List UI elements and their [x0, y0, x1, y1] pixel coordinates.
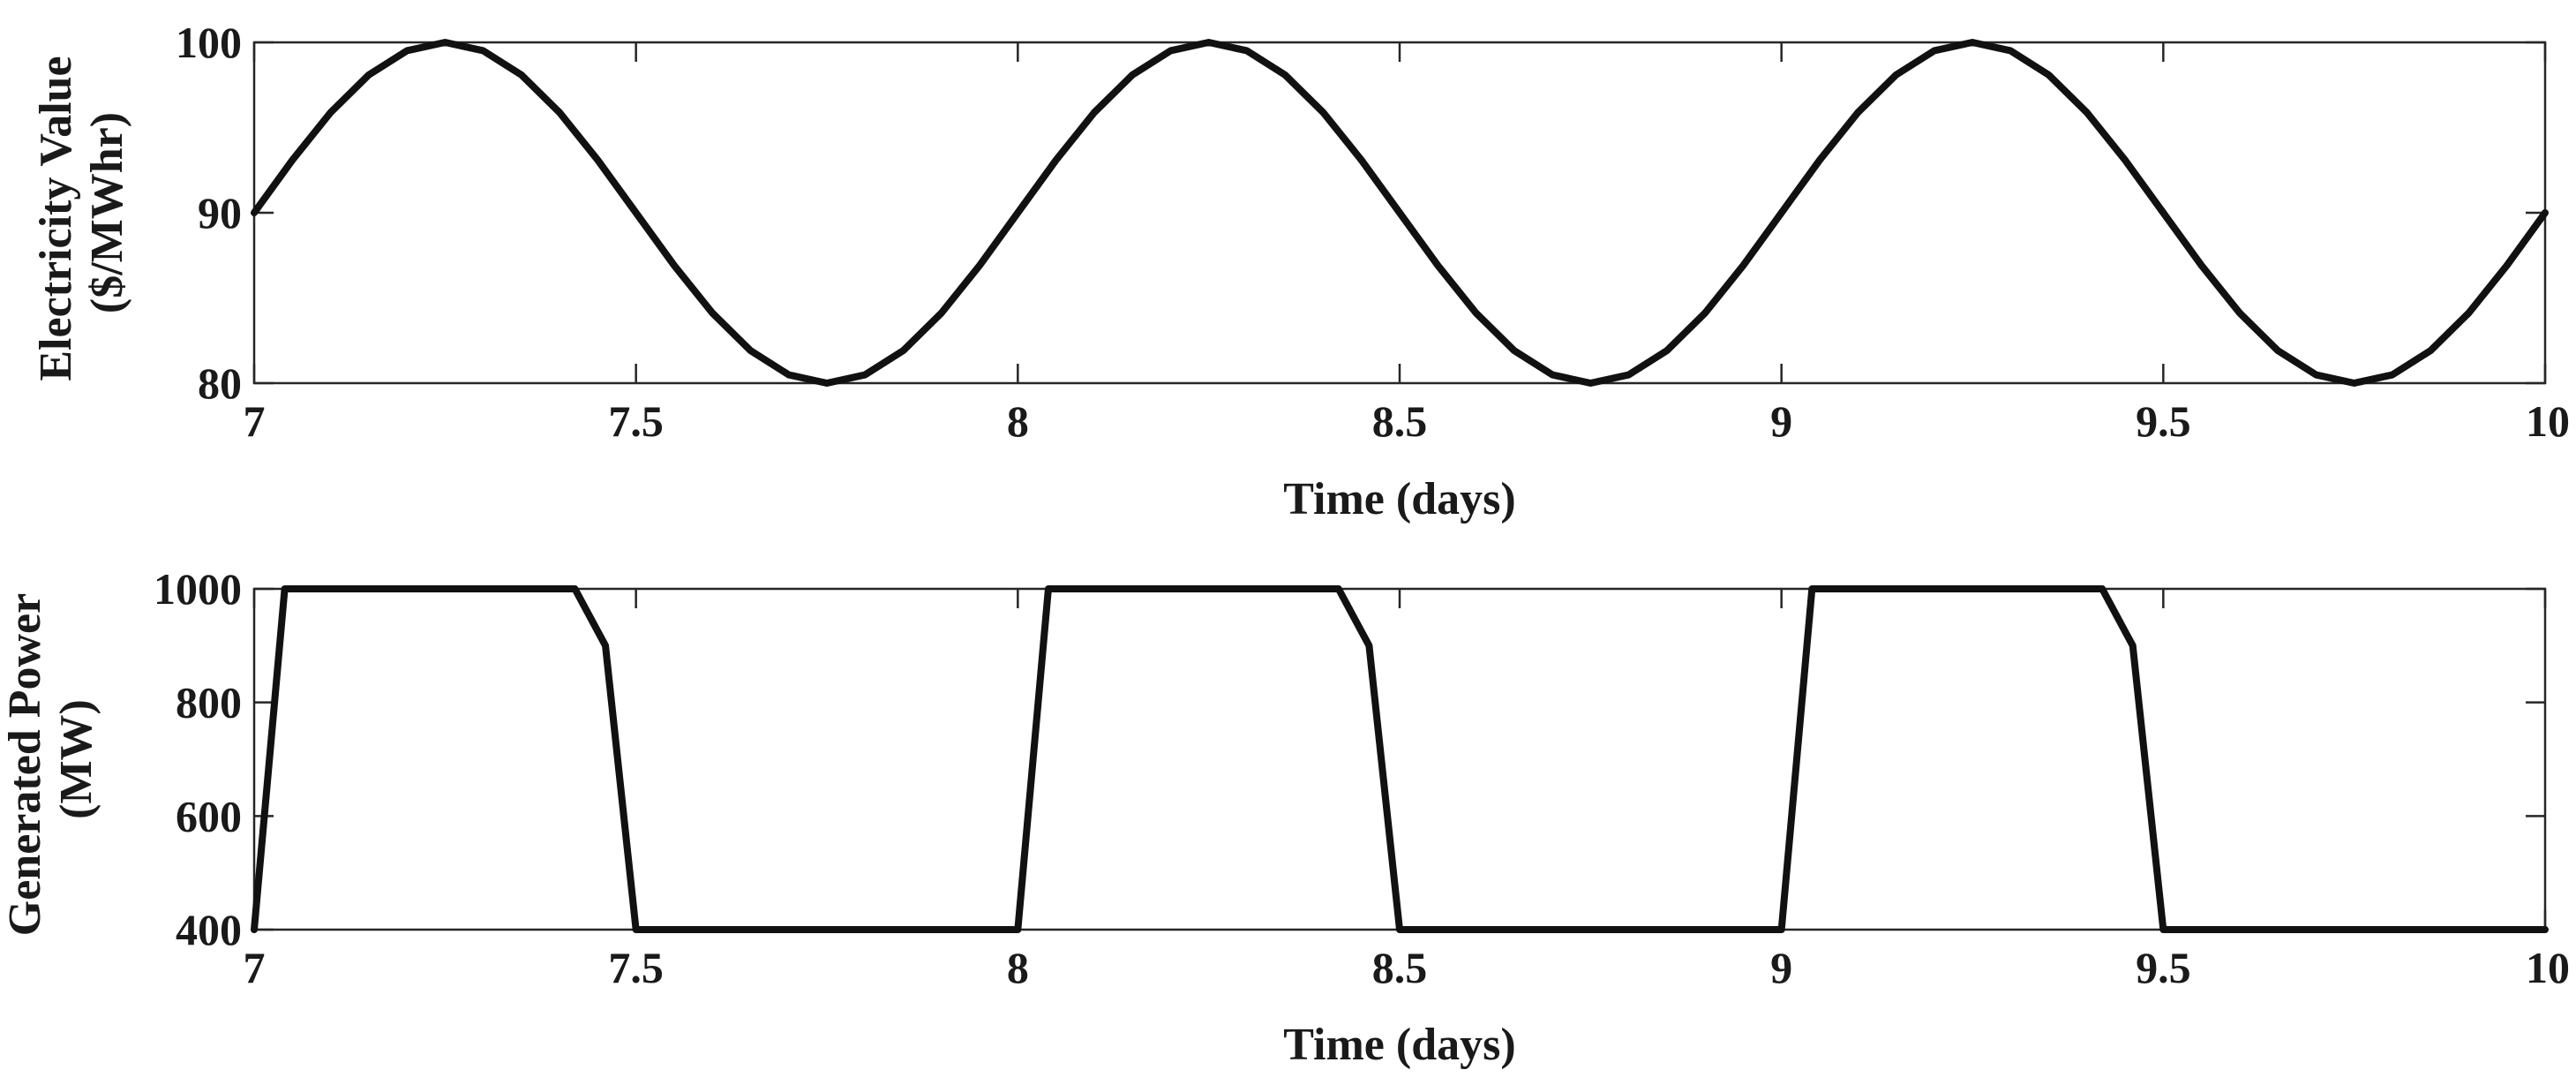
generated-power-x-tick-label: 9 [1770, 943, 1792, 992]
electricity-value-x-tick-label: 10 [2526, 396, 2570, 446]
generated-power-y-axis-label: Generated Power (MW) [0, 583, 101, 936]
electricity-value-x-axis-label: Time (days) [1283, 474, 1515, 524]
generated-power-x-tick-label: 7 [244, 943, 266, 992]
generated-power-x-tick-label: 9.5 [2136, 943, 2191, 992]
electricity-value-x-tick-label: 8.5 [1372, 396, 1428, 446]
electricity-value-x-tick-label: 7 [244, 396, 266, 446]
generated-power-x-axis-label: Time (days) [1283, 1020, 1515, 1070]
generated-power-x-tick-label: 8 [1007, 943, 1029, 992]
electricity-value-x-tick-label: 7.5 [608, 396, 664, 446]
electricity-value-y-axis-label-line-1: Electricity Value [31, 56, 81, 381]
electricity-value-x-ticks [252, 42, 2547, 383]
generated-power-chart: 7 7.5 8 8.5 9 9.5 10 400 600 800 1000 Time (days)… [0, 564, 2570, 1070]
electricity-value-x-tick-label: 8 [1007, 396, 1029, 446]
generated-power-y-tick-labels: 400 600 800 1000 [154, 564, 242, 954]
generated-power-x-tick-labels: 7 7.5 8 8.5 9 9.5 10 [244, 943, 2571, 992]
generated-power-y-tick-label: 600 [176, 791, 242, 840]
generated-power-x-tick-label: 7.5 [608, 943, 664, 992]
electricity-value-y-tick-label: 100 [176, 18, 242, 67]
generated-power-line [251, 585, 2549, 933]
electricity-value-x-tick-label: 9 [1770, 396, 1792, 446]
electricity-value-x-tick-label: 9.5 [2136, 396, 2191, 446]
generated-power-y-tick-label: 800 [176, 678, 242, 727]
electricity-value-line [251, 39, 2549, 387]
electricity-value-y-tick-label: 80 [198, 358, 242, 408]
electricity-value-y-axis-label: Electricity Value ($/MWhr) [31, 44, 132, 381]
electricity-value-y-axis-label-line-2: ($/MWhr) [82, 112, 132, 313]
electricity-value-y-tick-labels: 80 90 100 [176, 18, 242, 408]
electricity-value-y-tick-label: 90 [198, 188, 242, 237]
generated-power-y-tick-label: 400 [176, 905, 242, 954]
generated-power-y-axis-label-line-2: (MW) [51, 699, 101, 819]
generated-power-x-ticks [252, 589, 2547, 930]
generated-power-y-axis-label-line-1: Generated Power [0, 594, 50, 936]
generated-power-x-tick-label: 10 [2526, 943, 2570, 992]
electricity-value-chart: 7 7.5 8 8.5 9 9.5 10 80 90 100 Time (days) Elect… [31, 18, 2570, 524]
electricity-value-x-tick-labels: 7 7.5 8 8.5 9 9.5 10 [244, 396, 2571, 446]
generated-power-y-ticks [254, 587, 2545, 931]
generated-power-y-tick-label: 1000 [154, 564, 242, 614]
generated-power-plot-frame [252, 587, 2547, 931]
generated-power-x-tick-label: 8.5 [1372, 943, 1428, 992]
